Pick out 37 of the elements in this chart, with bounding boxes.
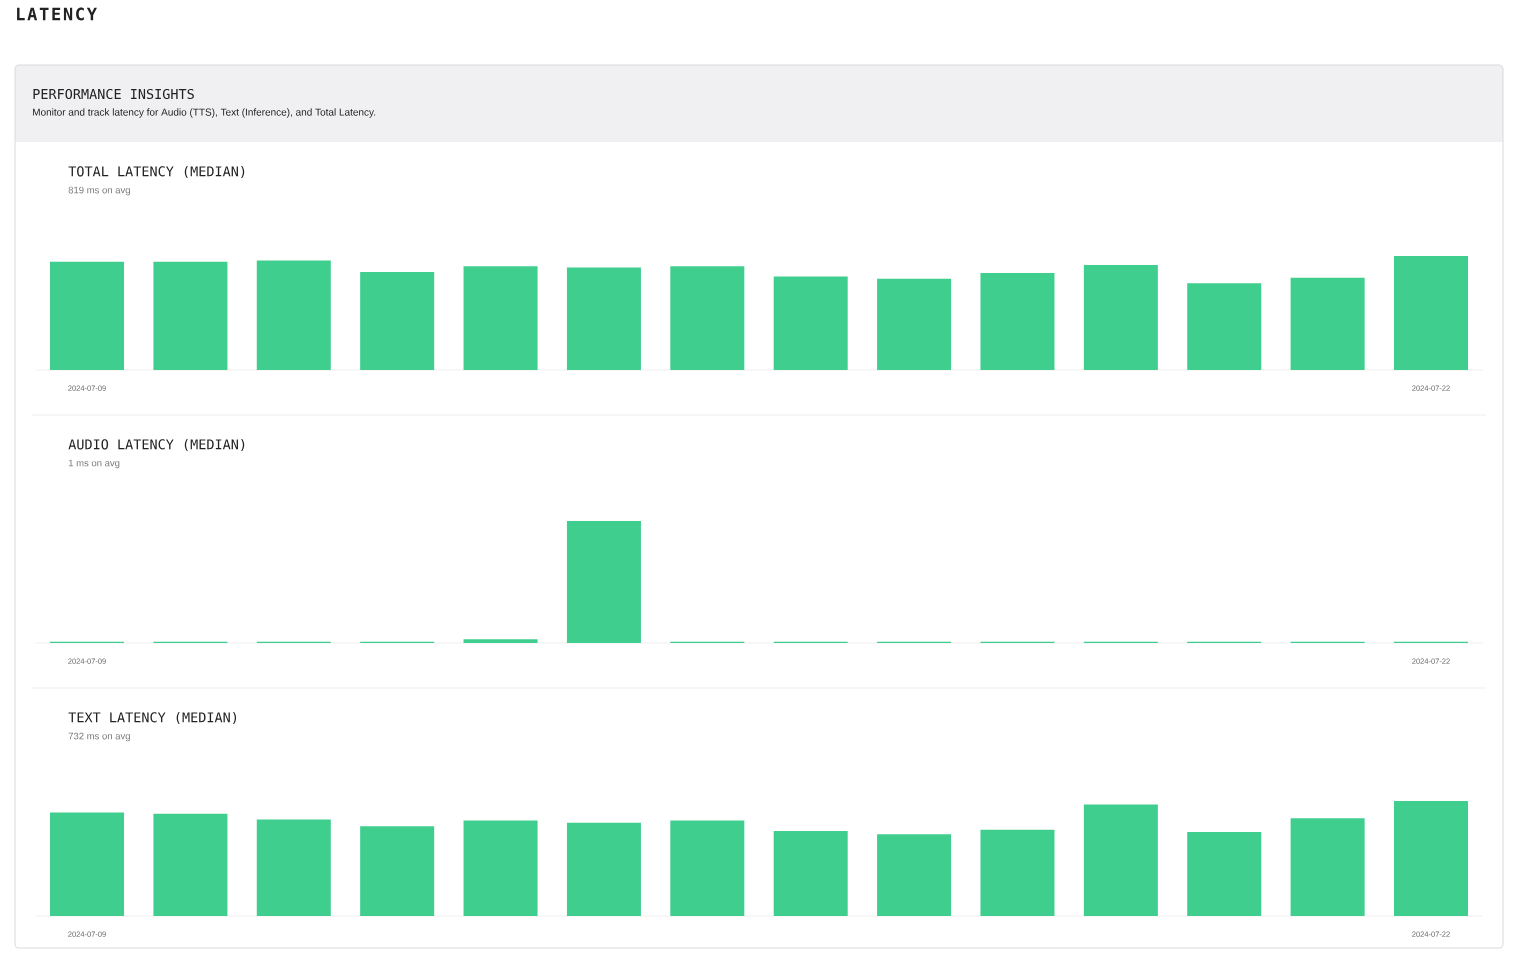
bar (566, 822, 641, 916)
chart-subtitle: 1 ms on avg (68, 459, 120, 469)
bar (1083, 804, 1158, 916)
text: PERFORMANCE INSIGHTS (33, 88, 194, 100)
bar (670, 820, 745, 916)
bar (1290, 277, 1365, 370)
bar (153, 813, 228, 916)
chart-title: AUDIO LATENCY (MEDIAN) (68, 438, 245, 452)
bar (1083, 265, 1158, 370)
bar (773, 276, 848, 370)
chart-title: TEXT LATENCY (MEDIAN) (68, 711, 237, 725)
chart-title: TOTAL LATENCY (MEDIAN) (68, 165, 245, 179)
bar (360, 271, 435, 370)
bar (50, 812, 125, 916)
bar (153, 261, 228, 370)
bar (670, 266, 745, 370)
bar (980, 829, 1055, 916)
bar (1393, 256, 1469, 370)
bar (463, 820, 538, 916)
bar (50, 261, 125, 370)
bar (1187, 832, 1262, 916)
bar (877, 278, 952, 370)
text: Monitor and track latency for Audio (TTS), Text (Inference), and Total Latency. (33, 108, 376, 118)
bar (1393, 801, 1469, 916)
bar (360, 826, 435, 916)
chart-subtitle: 732 ms on avg (68, 732, 130, 742)
bar (463, 266, 538, 370)
bar (256, 260, 331, 370)
text: LATENCY (17, 7, 97, 21)
bar (877, 834, 952, 916)
bar (1187, 283, 1262, 370)
chart-subtitle: 819 ms on avg (68, 186, 130, 196)
bar (1290, 818, 1365, 916)
bar (773, 830, 848, 916)
bar (566, 267, 641, 370)
bar (256, 819, 331, 916)
bar (980, 273, 1055, 370)
